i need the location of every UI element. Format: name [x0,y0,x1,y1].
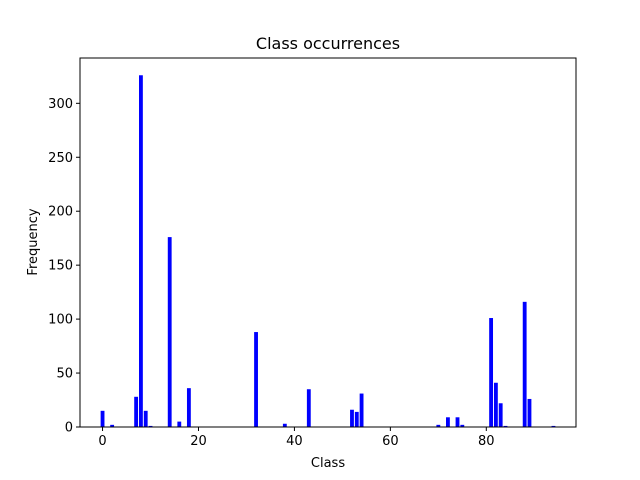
bar-class-94 [551,425,556,427]
bar-class-43 [306,389,311,427]
bar-class-82 [493,382,498,427]
bar-class-53 [354,411,359,427]
axes-frame [79,57,577,428]
bar-class-70 [436,424,441,427]
bar-class-52 [350,409,354,427]
bar-class-0 [100,410,105,427]
y-tick-label: 250 [48,151,73,166]
bar-class-9 [143,410,148,427]
bar-class-89 [527,398,532,427]
bar-class-83 [498,403,503,427]
bars-group [100,75,556,428]
y-tick-label: 300 [48,97,73,112]
bar-class-88 [522,301,527,427]
bar-class-75 [460,424,465,427]
bar-class-10 [148,425,153,427]
bar-class-16 [177,421,182,427]
x-tick-label: 80 [478,434,495,449]
bar-class-14 [167,237,172,427]
x-tick-label: 20 [190,434,207,449]
x-tick-label: 40 [286,434,303,449]
y-tick-label: 100 [48,313,73,328]
bar-class-84 [503,425,508,427]
y-axis-label: Frequency [26,208,41,275]
bar-class-2 [110,424,115,427]
y-tick-label: 0 [65,421,73,436]
chart-title: Class occurrences [256,34,400,53]
bar-class-74 [455,417,460,427]
bar-class-7 [134,396,139,427]
x-tick-label: 0 [98,434,106,449]
x-tick-label: 60 [382,434,399,449]
bar-class-32 [254,332,258,427]
bar-class-18 [186,388,191,427]
bar-class-38 [282,423,287,427]
y-axis-ticks: 0 50 100 150 200 250 300 [48,97,80,436]
x-axis-label: Class [311,456,345,471]
y-tick-label: 200 [48,205,73,220]
y-tick-label: 150 [48,259,73,274]
bar-class-81 [489,318,494,427]
bar-class-54 [359,393,364,427]
y-tick-label: 50 [56,367,73,382]
bar-class-8 [139,75,143,428]
x-axis-ticks: 0 20 40 60 80 [98,427,495,449]
bar-class-72 [446,417,450,427]
